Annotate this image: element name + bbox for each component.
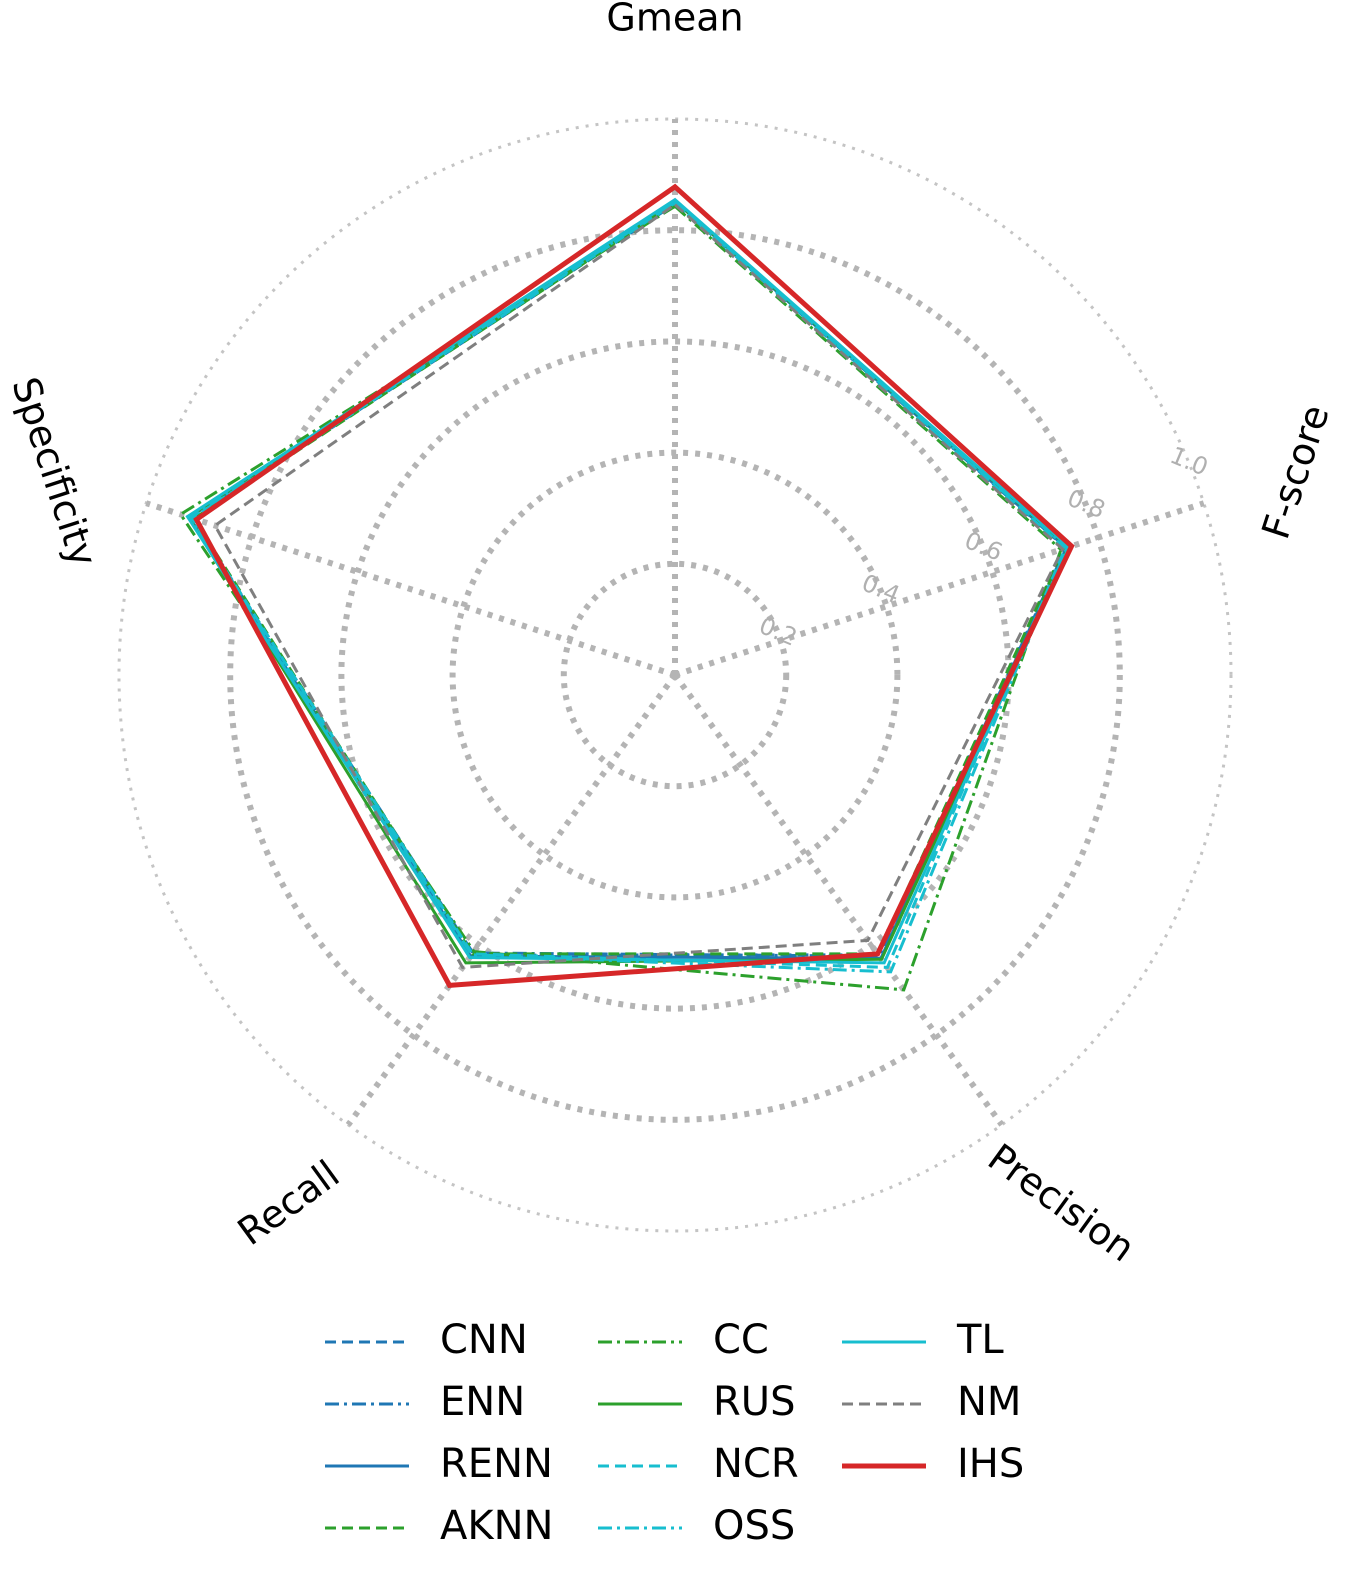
grid-circle: [227, 227, 1123, 1123]
series-line-tl: [185, 197, 1071, 965]
series-line-cc: [178, 204, 1063, 992]
grid-circle: [560, 560, 790, 790]
grid-spoke: [672, 673, 1005, 1127]
legend-label-cnn: CNN: [440, 1317, 528, 1363]
series-line-ihs: [193, 183, 1075, 988]
axis-label-precision: Precision: [980, 1135, 1143, 1270]
legend-label-renn: RENN: [440, 1441, 553, 1487]
axis-label-specificity: Specificity: [3, 372, 105, 572]
legend-label-cc: CC: [713, 1317, 769, 1363]
legend-label-rus: RUS: [713, 1379, 795, 1425]
grid-spoke: [674, 500, 1205, 678]
legend-label-ncr: NCR: [713, 1441, 799, 1487]
data-series: [178, 183, 1075, 992]
axis-label-recall: Recall: [230, 1152, 348, 1254]
radial-tick-label: 0.2: [755, 611, 801, 651]
legend: CNN ENN RENN AKNN CC RUS NCR OSS TL NM IHS: [325, 1317, 1024, 1549]
legend-label-tl: TL: [956, 1317, 1004, 1363]
legend-label-aknn: AKNN: [440, 1503, 553, 1549]
radial-tick-label: 0.6: [961, 526, 1007, 566]
grid-circle: [117, 117, 1233, 1233]
grid-spoke: [345, 673, 678, 1127]
radial-tick-label: 0.8: [1063, 484, 1109, 524]
grid-circle: [449, 449, 901, 901]
legend-label-oss: OSS: [713, 1503, 795, 1549]
radial-tick-label: 0.4: [858, 569, 904, 609]
legend-label-enn: ENN: [440, 1379, 525, 1425]
axis-label-gmean: Gmean: [606, 0, 743, 40]
axis-label-f-score: F-score: [1253, 400, 1337, 545]
legend-label-nm: NM: [957, 1379, 1021, 1425]
radial-tick-label: 1.0: [1166, 441, 1212, 481]
legend-label-ihs: IHS: [957, 1441, 1024, 1487]
grid-spoke: [145, 500, 676, 678]
series-line-nm: [212, 202, 1065, 969]
